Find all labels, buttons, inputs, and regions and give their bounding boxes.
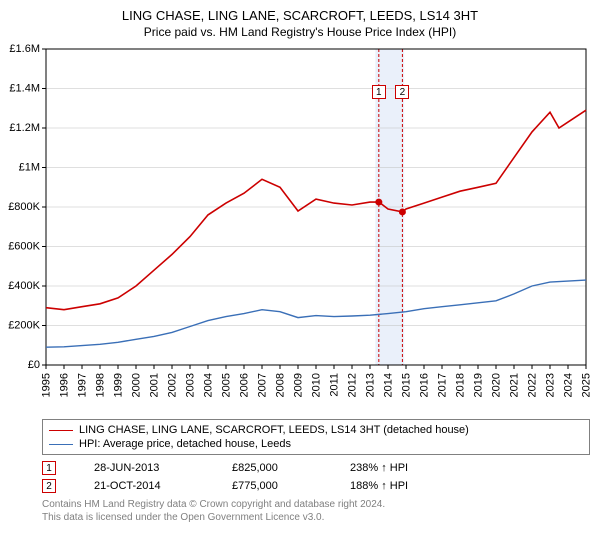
svg-text:1999: 1999 [112,373,124,397]
chart-area: £0£200K£400K£600K£800K£1M£1.2M£1.4M£1.6M… [42,43,590,413]
svg-text:2002: 2002 [166,373,178,397]
sale-hpi: 238% ↑ HPI [350,462,440,474]
svg-text:2023: 2023 [544,373,556,397]
svg-text:£200K: £200K [8,320,40,332]
sale-price: £825,000 [232,462,312,474]
svg-text:2007: 2007 [256,373,268,397]
svg-text:2024: 2024 [562,373,574,397]
legend-label: LING CHASE, LING LANE, SCARCROFT, LEEDS,… [79,424,469,436]
legend: LING CHASE, LING LANE, SCARCROFT, LEEDS,… [42,419,590,455]
svg-text:2003: 2003 [184,373,196,397]
svg-text:2004: 2004 [202,373,214,397]
svg-text:£800K: £800K [8,201,40,213]
svg-text:2014: 2014 [382,373,394,397]
sale-row-marker: 2 [42,479,56,493]
svg-text:2018: 2018 [454,373,466,397]
sales-table: 1 28-JUN-2013 £825,000 238% ↑ HPI 2 21-OCT-20… [42,459,590,495]
svg-text:2011: 2011 [328,373,340,397]
chart-subtitle: Price paid vs. HM Land Registry's House … [0,23,600,43]
chart-title: LING CHASE, LING LANE, SCARCROFT, LEEDS,… [0,0,600,23]
legend-row: LING CHASE, LING LANE, SCARCROFT, LEEDS,… [49,423,583,437]
svg-text:2005: 2005 [220,373,232,397]
sale-row: 2 21-OCT-2014 £775,000 188% ↑ HPI [42,477,590,495]
sale-hpi: 188% ↑ HPI [350,480,440,492]
sale-row: 1 28-JUN-2013 £825,000 238% ↑ HPI [42,459,590,477]
legend-row: HPI: Average price, detached house, Leed… [49,437,583,451]
svg-text:1996: 1996 [58,373,70,397]
sale-price: £775,000 [232,480,312,492]
svg-text:£1.4M: £1.4M [9,83,40,95]
svg-text:£1.6M: £1.6M [9,43,40,55]
svg-text:£400K: £400K [8,280,40,292]
footnote-line-2: This data is licensed under the Open Gov… [42,512,590,525]
sale-date: 28-JUN-2013 [94,462,194,474]
svg-text:2019: 2019 [472,373,484,397]
svg-text:2013: 2013 [364,373,376,397]
svg-text:2009: 2009 [292,373,304,397]
footnote-line-1: Contains HM Land Registry data © Crown c… [42,499,590,512]
legend-label: HPI: Average price, detached house, Leed… [79,438,291,450]
svg-text:1995: 1995 [40,373,52,397]
svg-text:2020: 2020 [490,373,502,397]
legend-swatch [49,430,73,431]
svg-text:2016: 2016 [418,373,430,397]
svg-text:2001: 2001 [148,373,160,397]
chart-svg: £0£200K£400K£600K£800K£1M£1.2M£1.4M£1.6M… [42,43,590,413]
svg-text:2021: 2021 [508,373,520,397]
svg-text:2008: 2008 [274,373,286,397]
svg-text:2006: 2006 [238,373,250,397]
svg-text:1998: 1998 [94,373,106,397]
svg-text:£0: £0 [28,359,40,371]
svg-text:2010: 2010 [310,373,322,397]
footnote: Contains HM Land Registry data © Crown c… [42,499,590,524]
svg-text:2025: 2025 [580,373,592,397]
svg-text:£600K: £600K [8,241,40,253]
sale-row-marker: 1 [42,461,56,475]
svg-text:2015: 2015 [400,373,412,397]
svg-text:£1M: £1M [19,162,40,174]
sale-date: 21-OCT-2014 [94,480,194,492]
svg-text:2022: 2022 [526,373,538,397]
legend-swatch [49,444,73,445]
svg-text:2000: 2000 [130,373,142,397]
svg-text:1997: 1997 [76,373,88,397]
svg-text:2017: 2017 [436,373,448,397]
svg-text:£1.2M: £1.2M [9,122,40,134]
svg-text:2012: 2012 [346,373,358,397]
